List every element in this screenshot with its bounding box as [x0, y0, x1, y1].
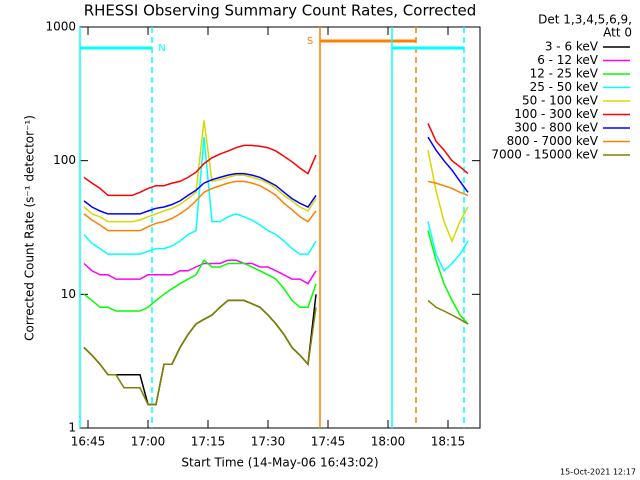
series-line: [83, 120, 469, 244]
legend-label: 100 - 300 keV: [514, 107, 598, 121]
legend-label: 800 - 7000 keV: [507, 134, 599, 148]
series-line: [83, 230, 469, 325]
interval-label: S: [307, 36, 313, 47]
y-tick-label: 100: [53, 153, 76, 167]
x-tick-label: 17:45: [311, 435, 346, 449]
series-line: [83, 180, 469, 232]
series-line: [83, 123, 469, 197]
x-tick-label: 17:15: [191, 435, 226, 449]
series-line: [83, 136, 469, 215]
legend-label: 7000 - 15000 keV: [491, 148, 598, 162]
legend-title: Att 0: [603, 26, 632, 40]
y-axis-label: Corrected Count Rate (s⁻¹ detector⁻¹): [23, 115, 37, 341]
chart-title: RHESSI Observing Summary Count Rates, Co…: [84, 2, 477, 20]
y-tick-label: 1000: [45, 20, 76, 34]
legend-label: 25 - 50 keV: [530, 80, 599, 94]
legend-label: 300 - 800 keV: [514, 121, 598, 135]
x-tick-label: 17:30: [251, 435, 286, 449]
legend-title: Det 1,3,4,5,6,9,: [538, 13, 632, 27]
interval-label: N: [158, 43, 165, 54]
x-tick-label: 16:45: [71, 435, 106, 449]
x-axis-label: Start Time (14-May-06 16:43:02): [181, 456, 378, 470]
legend-label: 50 - 100 keV: [522, 94, 599, 108]
legend-label: 3 - 6 keV: [545, 40, 599, 54]
series-line: [83, 137, 469, 273]
legend-label: 6 - 12 keV: [537, 53, 599, 67]
series-line: [83, 259, 317, 285]
x-tick-label: 17:00: [131, 435, 166, 449]
y-tick-label: 1: [68, 421, 76, 435]
timestamp: 15-Oct-2021 12:17: [560, 468, 636, 477]
x-tick-label: 18:00: [371, 435, 406, 449]
legend-label: 12 - 25 keV: [530, 67, 599, 81]
x-tick-label: 18:15: [431, 435, 466, 449]
y-tick-label: 10: [61, 287, 76, 301]
series-line: [83, 299, 469, 406]
